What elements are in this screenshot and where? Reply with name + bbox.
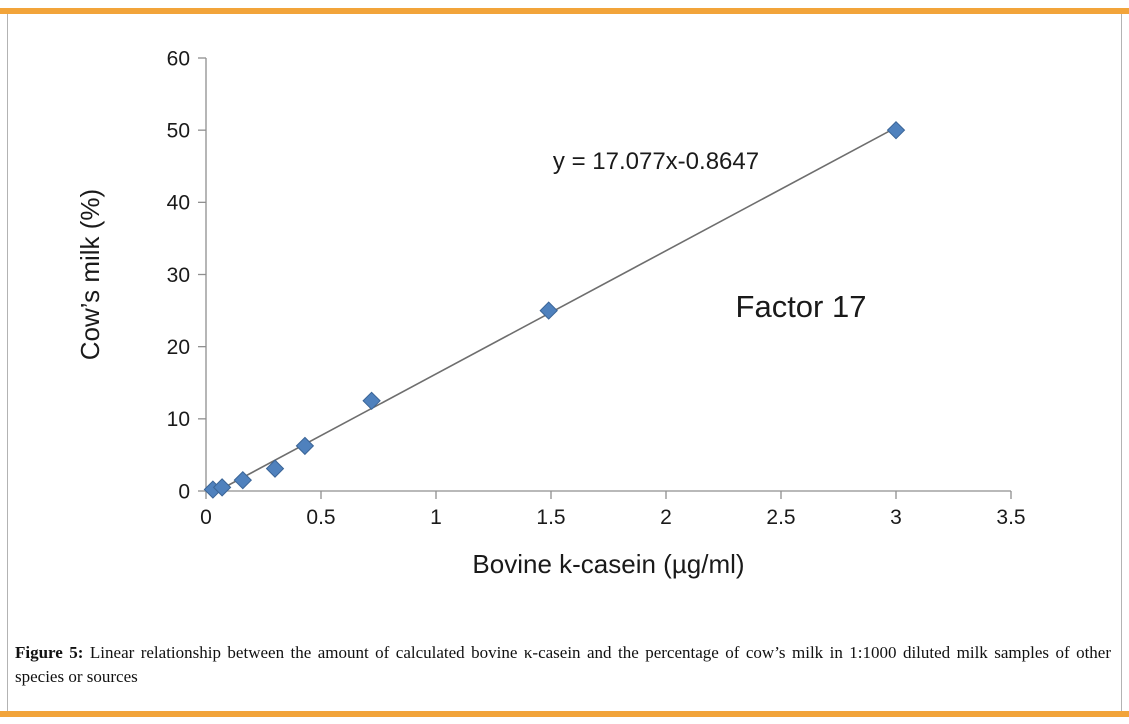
data-point-marker <box>265 459 285 478</box>
data-point-marker <box>212 478 232 497</box>
y-axis-tick-label: 20 <box>167 336 190 359</box>
x-axis-title: Bovine k-casein (µg/ml) <box>472 549 744 579</box>
y-axis-tick-label: 60 <box>167 47 190 70</box>
figure-label: Figure 5: <box>15 643 84 662</box>
y-axis-tick-label: 10 <box>167 408 190 431</box>
x-axis-tick-label: 3 <box>890 506 902 529</box>
x-axis-tick-label: 1.5 <box>536 506 565 529</box>
figure-caption-text: Linear relationship between the amount o… <box>15 643 1111 686</box>
x-axis-tick-label: 2 <box>660 506 672 529</box>
x-axis-tick-label: 0 <box>200 506 212 529</box>
data-point-marker <box>362 391 381 410</box>
data-point-marker <box>886 120 906 140</box>
y-axis-tick-label: 0 <box>178 480 190 503</box>
trendline <box>217 126 897 492</box>
data-point-marker <box>295 436 315 456</box>
scatter-chart: 0 10 20 30 40 50 60 0 0.5 1 1.5 2 2.5 3 3.5 y = 17.077x… <box>75 47 1026 579</box>
y-axis-title: Cow’s milk (%) <box>75 189 105 360</box>
x-axis-tick-label: 2.5 <box>766 506 795 529</box>
data-point-marker <box>233 470 253 490</box>
data-point-marker <box>539 301 558 320</box>
y-axis-tick-label: 30 <box>167 264 190 287</box>
factor-annotation: Factor 17 <box>736 289 867 324</box>
x-axis-tick-label: 0.5 <box>306 506 335 529</box>
y-axis-tick-label: 50 <box>167 120 190 143</box>
trendline-equation-label: y = 17.077x-0.8647 <box>553 148 759 175</box>
bottom-accent-bar <box>0 711 1129 717</box>
x-axis-tick-label: 3.5 <box>996 506 1025 529</box>
figure-caption: Figure 5: Linear relationship between th… <box>15 641 1111 689</box>
figure-frame: 0 10 20 30 40 50 60 0 0.5 1 1.5 2 2.5 3 3.5 y = 17.077x… <box>7 8 1122 717</box>
top-accent-bar <box>0 8 1129 14</box>
y-axis-tick-label: 40 <box>167 192 190 215</box>
x-axis-tick-label: 1 <box>430 506 442 529</box>
